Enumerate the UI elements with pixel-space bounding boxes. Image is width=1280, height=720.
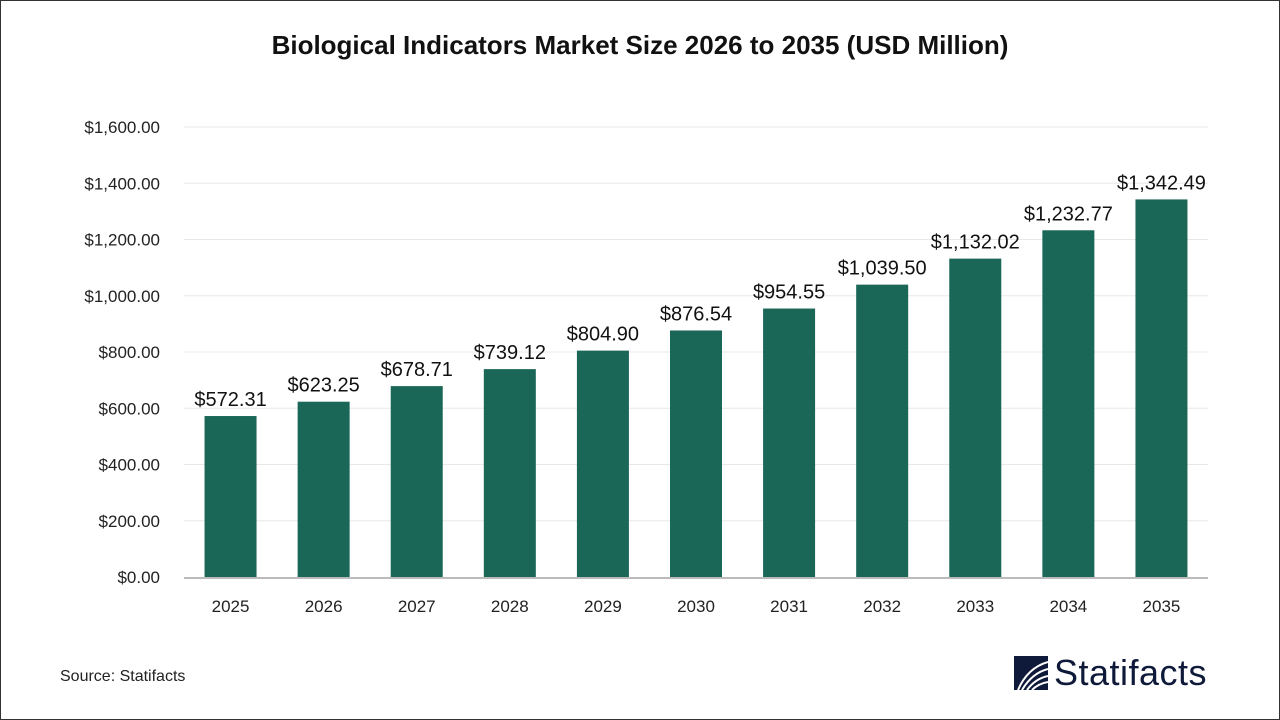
- bar: [483, 369, 536, 577]
- x-tick-label: 2026: [305, 597, 343, 616]
- data-label: $623.25: [287, 375, 359, 397]
- data-label: $876.54: [660, 303, 732, 325]
- source-note: Source: Statifacts: [60, 668, 186, 685]
- y-tick-label: $0.00: [117, 568, 160, 587]
- chart-title: Biological Indicators Market Size 2026 t…: [271, 30, 1009, 60]
- bar: [390, 386, 443, 577]
- bar: [949, 258, 1002, 577]
- bar: [670, 330, 722, 577]
- x-tick-label: 2034: [1049, 597, 1087, 616]
- x-tick-label: 2035: [1143, 597, 1181, 616]
- x-tick-label: 2027: [398, 597, 436, 616]
- x-tick-label: 2033: [956, 597, 994, 616]
- y-tick-label: $1,200.00: [84, 231, 160, 250]
- statifacts-logo-icon: [1014, 656, 1048, 690]
- x-tick-label: 2025: [212, 597, 250, 616]
- y-tick-label: $200.00: [99, 512, 160, 531]
- data-label: $678.71: [381, 359, 453, 381]
- bar: [576, 350, 629, 577]
- y-tick-label: $600.00: [99, 399, 160, 418]
- x-tick-label: 2029: [584, 597, 622, 616]
- statifacts-logo: Statifacts: [1014, 652, 1207, 694]
- bar: [1135, 199, 1188, 577]
- bar: [856, 284, 909, 577]
- bar: [297, 401, 350, 577]
- bar: [204, 416, 257, 577]
- y-tick-label: $1,000.00: [84, 287, 160, 306]
- bar: [1042, 230, 1095, 577]
- x-tick-label: 2031: [770, 597, 808, 616]
- data-label: $739.12: [474, 342, 546, 364]
- logo-text: Statifacts: [1054, 652, 1208, 693]
- data-label: $954.55: [753, 282, 825, 304]
- data-label: $1,132.02: [931, 232, 1020, 254]
- data-label: $1,342.49: [1117, 172, 1206, 194]
- y-tick-label: $1,600.00: [84, 118, 160, 137]
- y-tick-label: $400.00: [99, 456, 160, 475]
- data-label: $1,039.50: [838, 258, 927, 280]
- data-label: $1,232.77: [1024, 203, 1113, 225]
- bar: [763, 308, 816, 577]
- data-label: $572.31: [194, 389, 266, 411]
- y-tick-label: $800.00: [99, 343, 160, 362]
- y-tick-label: $1,400.00: [84, 174, 160, 193]
- x-tick-label: 2030: [677, 597, 715, 616]
- x-tick-label: 2028: [491, 597, 529, 616]
- data-label: $804.90: [567, 324, 639, 346]
- x-tick-label: 2032: [863, 597, 901, 616]
